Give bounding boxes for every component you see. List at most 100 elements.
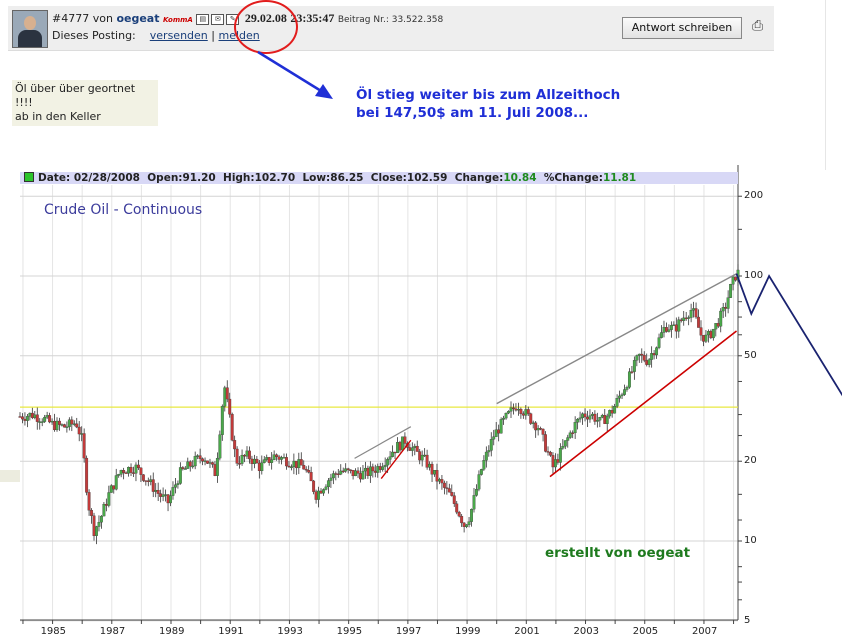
candle-body — [645, 360, 649, 365]
candle-body — [289, 466, 293, 469]
candle-body — [223, 387, 227, 407]
note-line-2: ab in den Keller — [15, 110, 101, 123]
candle-body — [53, 420, 56, 431]
candle-body — [391, 451, 395, 457]
candle-body — [704, 334, 708, 342]
candle-body — [588, 415, 592, 420]
candle-body — [581, 413, 585, 419]
print-icon[interactable]: ⎙ — [752, 18, 764, 34]
candle-body — [359, 473, 362, 480]
candle-body — [521, 413, 525, 416]
candle-body — [198, 455, 202, 459]
candle-body — [270, 459, 274, 463]
candle-body — [159, 493, 163, 497]
candle-body — [497, 429, 501, 434]
candle-body — [637, 353, 641, 356]
candle-body — [245, 450, 249, 457]
candle-body — [124, 472, 128, 474]
candle-body — [373, 470, 377, 473]
comment-note: Öl über über geortnet !!!! ab in den Kel… — [12, 80, 158, 126]
x-tick-label: 2001 — [514, 626, 540, 637]
post-number: #4777 — [52, 12, 90, 25]
candle-body — [80, 433, 84, 435]
reply-button[interactable]: Antwort schreiben — [622, 17, 742, 39]
candle-body — [605, 415, 609, 424]
candle-body — [334, 473, 338, 475]
candle-body — [243, 454, 246, 457]
x-tick-label: 1987 — [99, 626, 126, 637]
candle-body — [415, 445, 419, 452]
candle-body — [299, 459, 303, 466]
candle-body — [277, 456, 281, 460]
candle-body — [706, 331, 710, 336]
candle-body — [672, 324, 676, 326]
candle-body — [188, 461, 192, 467]
candle-body — [618, 395, 622, 399]
date-highlight-circle — [234, 0, 298, 54]
close-value: 102.59 — [406, 172, 448, 184]
candle-body — [58, 420, 61, 425]
candle-body — [664, 327, 668, 332]
candle-body — [62, 424, 66, 428]
candle-body — [623, 389, 626, 395]
candle-body — [267, 457, 271, 463]
author-credit: erstellt von oegeat — [545, 545, 691, 561]
candle-body — [549, 452, 552, 456]
profile-card-icon[interactable]: ▤ — [196, 13, 210, 25]
post-username[interactable]: oegeat — [116, 12, 160, 25]
candle-body — [43, 417, 47, 422]
candle-body — [107, 492, 111, 506]
candle-body — [699, 327, 703, 336]
candle-body — [514, 408, 518, 411]
lower-trend-line — [549, 330, 738, 478]
candle-body — [97, 522, 101, 527]
close-label: Close: — [370, 172, 407, 184]
candle-body — [615, 398, 619, 407]
candle-body — [282, 457, 286, 459]
user-avatar[interactable] — [12, 10, 48, 48]
candle-body — [317, 490, 320, 500]
x-tick-label: 2003 — [573, 626, 599, 637]
note-line-1: Öl über über geortnet !!!! — [15, 82, 136, 109]
chart-title: Crude Oil - Continuous — [44, 202, 203, 218]
mail-icon[interactable]: ✉ — [211, 13, 225, 25]
candle-body — [677, 319, 681, 332]
candle-body — [442, 482, 446, 488]
candle-body — [104, 503, 108, 506]
candle-body — [134, 464, 138, 474]
candle-body — [460, 516, 464, 524]
candle-body — [341, 470, 345, 473]
candle-body — [450, 492, 454, 496]
candle-body — [87, 492, 91, 511]
candle-body — [95, 526, 98, 536]
change-value: 10.84 — [503, 172, 537, 184]
candle-body — [655, 347, 659, 356]
y-tick-label: 20 — [744, 455, 757, 467]
annotation-arrow-head — [315, 84, 333, 99]
candle-body — [127, 466, 131, 474]
candle-body — [132, 472, 135, 474]
post-time: 23:35:47 — [290, 11, 335, 25]
candle-body — [682, 317, 686, 321]
candle-body — [620, 394, 624, 397]
candle-body — [408, 447, 412, 451]
candle-body — [516, 408, 520, 411]
candle-body — [420, 454, 424, 461]
candle-body — [381, 466, 385, 470]
candle-body — [302, 464, 306, 470]
candle-body — [48, 415, 52, 423]
candle-body — [215, 457, 219, 476]
candle-body — [21, 416, 24, 420]
candle-body — [398, 442, 402, 451]
candle-body — [186, 461, 190, 469]
candle-body — [304, 468, 308, 471]
candle-body — [507, 411, 510, 414]
candle-body — [396, 442, 399, 454]
candle-body — [292, 460, 296, 468]
candle-body — [457, 512, 461, 517]
send-link[interactable]: versenden — [149, 29, 208, 42]
candle-body — [349, 469, 353, 471]
candle-body — [494, 429, 498, 437]
candle-body — [203, 460, 207, 462]
candle-body — [312, 480, 316, 492]
